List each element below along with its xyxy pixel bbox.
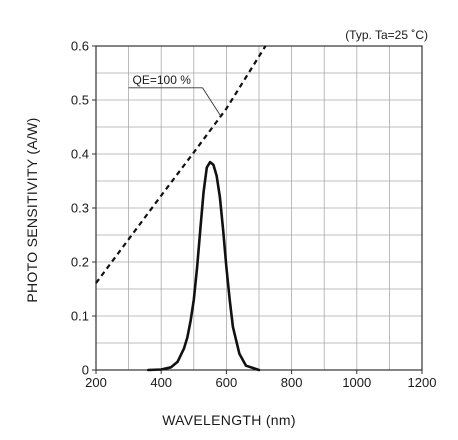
y-tick-label: 0.6 (71, 39, 89, 54)
y-tick-label: 0.1 (71, 309, 89, 324)
sensitivity-curve (146, 160, 261, 372)
x-tick-label: 800 (281, 375, 303, 390)
condition-note: (Typ. Ta=25 ˚C) (345, 28, 428, 42)
annotation-leader (202, 87, 222, 117)
y-tick-label: 0.5 (71, 93, 89, 108)
x-tick-label: 200 (85, 375, 107, 390)
y-tick-label: 0.3 (71, 201, 89, 216)
y-tick-label: 0.2 (71, 255, 89, 270)
x-axis-label: WAVELENGTH (nm) (162, 412, 296, 428)
qe-100-line (95, 45, 267, 284)
y-axis-label: PHOTO SENSITIVITY (A/W) (24, 117, 40, 303)
y-tick-label: 0.4 (71, 147, 89, 162)
x-tick-label: 1200 (408, 375, 437, 390)
y-tick-label: 0 (82, 363, 89, 378)
qe-annotation-label: QE=100 % (133, 73, 192, 87)
x-tick-label: 400 (150, 375, 172, 390)
x-tick-label: 1000 (342, 375, 371, 390)
x-tick-label: 600 (216, 375, 238, 390)
